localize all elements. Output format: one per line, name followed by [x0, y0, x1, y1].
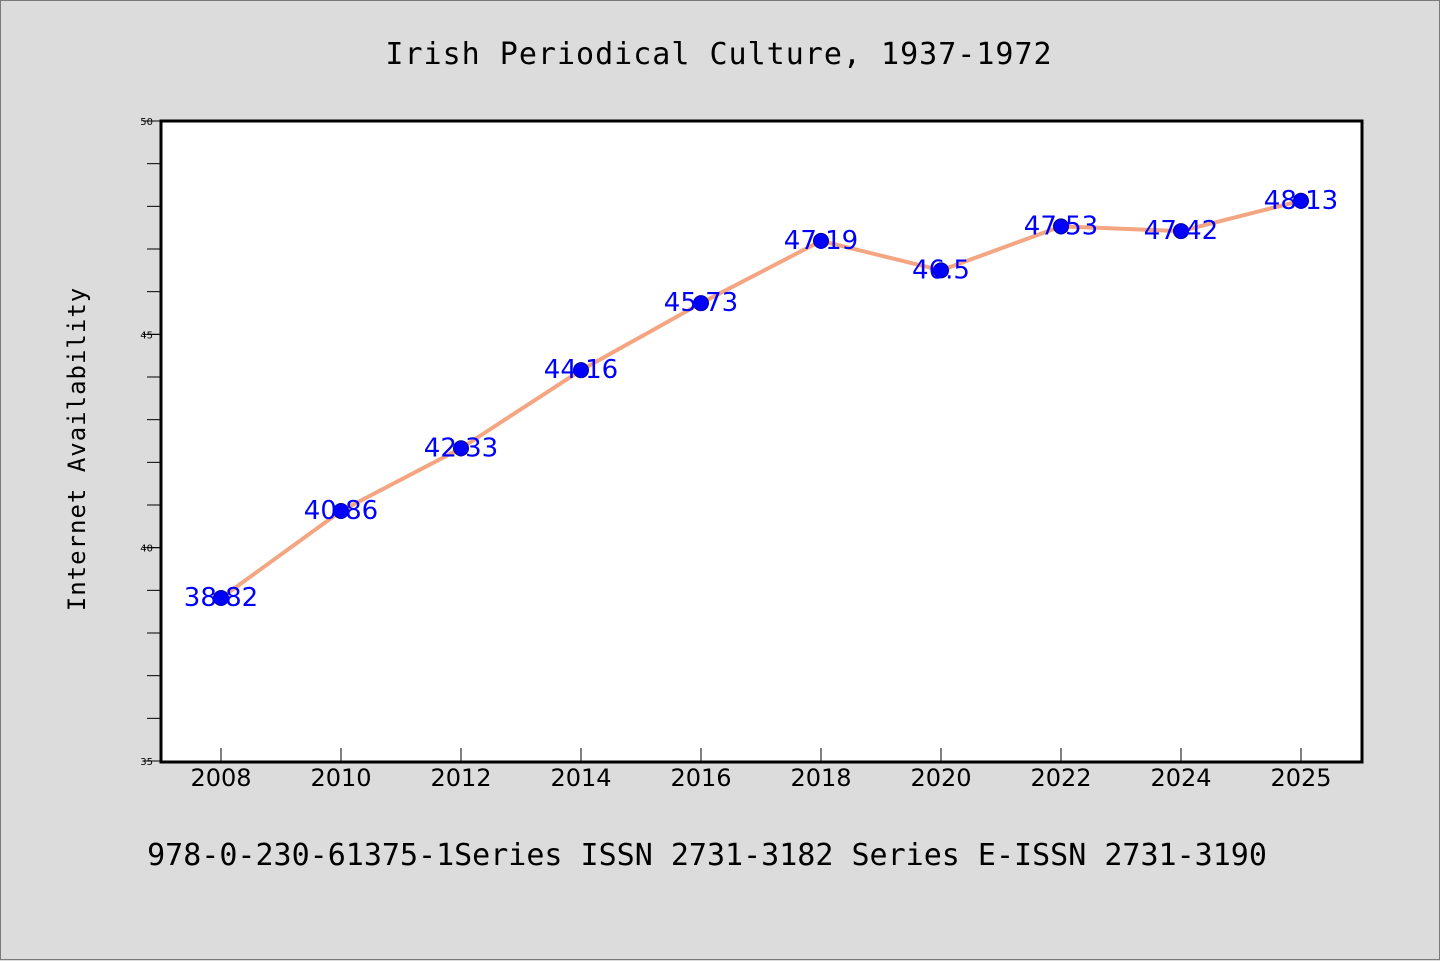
data-label: 38.82: [184, 583, 258, 613]
data-label: 45.73: [664, 288, 738, 318]
x-tick-label: 2025: [1270, 764, 1331, 792]
x-tick-label: 2012: [430, 764, 491, 792]
x-tick-label: 2016: [670, 764, 731, 792]
y-axis-ticks: 35 40 45 50: [140, 117, 161, 768]
data-label: 44.16: [544, 355, 618, 385]
x-tick-label: 2014: [550, 764, 611, 792]
y-tick-label: 35: [140, 757, 153, 768]
x-tick-label: 2010: [310, 764, 371, 792]
footer-isbn-text: 978-0-230-61375-1Series ISSN 2731-3182 S…: [147, 838, 1267, 873]
data-label: 47.53: [1024, 211, 1098, 241]
data-point: [333, 502, 349, 519]
data-point: [933, 262, 949, 279]
data-label: 48.13: [1264, 186, 1338, 216]
data-point: [693, 295, 709, 312]
x-axis-ticks: 2008 2010 2012 2014 2016 2018 2020 2022 2024 2025: [190, 748, 1332, 792]
data-point: [813, 232, 829, 249]
x-tick-label: 2024: [1150, 764, 1211, 792]
data-label: 47.19: [784, 226, 858, 256]
y-tick-label: 45: [140, 330, 153, 341]
data-label: 47.42: [1144, 216, 1218, 246]
data-point: [453, 440, 469, 457]
x-tick-label: 2020: [910, 764, 971, 792]
y-axis-label: Internet Availability: [63, 287, 91, 611]
x-tick-label: 2008: [190, 764, 251, 792]
chart-title: Irish Periodical Culture, 1937-1972: [385, 37, 1052, 72]
x-tick-label: 2022: [1030, 764, 1091, 792]
y-minor-ticks: [147, 120, 161, 762]
series-line: [219, 198, 1302, 600]
data-series: 38.82 40.86 42.33 44.16 45.73 47.19 46.5 47.53 4…: [184, 186, 1338, 613]
plot-border: [159, 119, 1364, 764]
y-tick-label: 40: [140, 544, 153, 555]
plot-area: [161, 121, 1362, 762]
y-tick-label: 50: [140, 117, 153, 128]
data-label: 42.33: [424, 433, 498, 463]
x-tick-label: 2018: [790, 764, 851, 792]
data-point: [213, 590, 229, 607]
data-label: 46.5: [912, 255, 970, 285]
data-label: 40.86: [304, 496, 378, 526]
data-point: [1173, 223, 1189, 240]
data-point: [1293, 192, 1309, 209]
data-point: [1053, 218, 1069, 235]
data-point: [573, 362, 589, 379]
